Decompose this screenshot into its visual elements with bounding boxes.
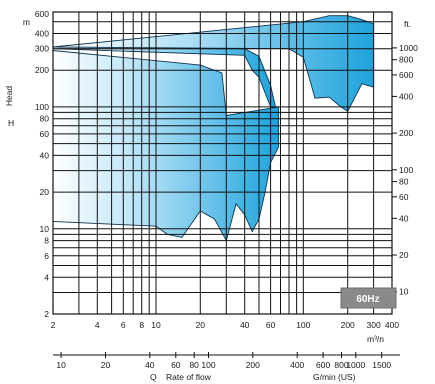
y-tick-label: 100 [35, 102, 49, 112]
grid-lines [52, 11, 400, 358]
q-symbol: Q [150, 372, 157, 382]
y-axis-unit-m: m [23, 17, 30, 27]
ft-tick-label: 80 [399, 177, 409, 187]
ft-tick-label: 400 [399, 91, 413, 101]
y-tick-label: 600 [35, 9, 49, 19]
ft-tick-label: 100 [399, 165, 413, 175]
y-tick-label: 40 [40, 150, 50, 160]
flow-tick-label: 1500 [372, 360, 391, 370]
ft-tick-label: 20 [399, 250, 409, 260]
x-tick-label: 20 [196, 320, 206, 330]
x-axis-unit-m3n: m³/n [367, 334, 384, 344]
flow-tick-label: 60 [171, 360, 181, 370]
x-tick-label: 400 [385, 320, 399, 330]
y-tick-label: 200 [35, 65, 49, 75]
y-tick-label: 400 [35, 29, 49, 39]
flow-tick-label: 600 [316, 360, 330, 370]
tick-labels: 2 4 6 8 10 20 40 60 100 200 300 4006004003002001008… [35, 9, 418, 370]
flow-tick-label: 80 [189, 360, 199, 370]
x-tick-label: 8 [139, 320, 144, 330]
ft-tick-label: 60 [399, 192, 409, 202]
x-tick-label: 300 [367, 320, 381, 330]
ft-tick-label: 600 [399, 70, 413, 80]
y-tick-label: 8 [44, 236, 49, 246]
y-tick-label: 10 [40, 224, 50, 234]
x-tick-label: 200 [341, 320, 355, 330]
x-tick-label: 2 [51, 320, 56, 330]
frequency-badge: 60Hz [340, 287, 397, 309]
y-axis-title-head: Head [4, 86, 14, 107]
frequency-badge-label: 60Hz [356, 294, 379, 305]
flow-tick-label: 40 [145, 360, 155, 370]
flow-tick-label: 10 [56, 360, 66, 370]
y-tick-label: 2 [44, 309, 49, 319]
plot-frame [52, 11, 393, 315]
y-tick-label: 80 [40, 114, 50, 124]
x-tick-label: 4 [95, 320, 100, 330]
y-tick-label: 6 [44, 251, 49, 261]
flow-tick-label: 100 [201, 360, 215, 370]
ft-tick-label: 200 [399, 128, 413, 138]
flow-tick-label: 20 [101, 360, 111, 370]
x-tick-label: 40 [240, 320, 250, 330]
x-tick-label: 100 [296, 320, 310, 330]
x-tick-label: 10 [151, 320, 161, 330]
ft-tick-label: 40 [399, 213, 409, 223]
x-tick-label: 60 [266, 320, 276, 330]
ft-tick-label: 1000 [399, 43, 418, 53]
y-tick-label: 4 [44, 272, 49, 282]
flow-tick-label: 200 [246, 360, 260, 370]
flow-tick-label: 800 [334, 360, 348, 370]
y-tick-label: 300 [35, 44, 49, 54]
y-axis-unit-ft: ft. [404, 19, 411, 29]
gpm-unit-label: G/min (US) [313, 372, 356, 382]
y-tick-label: 20 [40, 187, 50, 197]
y-tick-label: 60 [40, 129, 50, 139]
x-tick-label: 6 [121, 320, 126, 330]
y-axis-symbol-h: H [8, 118, 14, 128]
rate-of-flow-label: Rate of flow [166, 372, 212, 382]
ft-tick-label: 800 [399, 55, 413, 65]
performance-envelopes [52, 15, 375, 242]
flow-tick-label: 400 [290, 360, 304, 370]
ft-tick-label: 10 [399, 287, 409, 297]
flow-tick-label: 1000 [346, 360, 365, 370]
